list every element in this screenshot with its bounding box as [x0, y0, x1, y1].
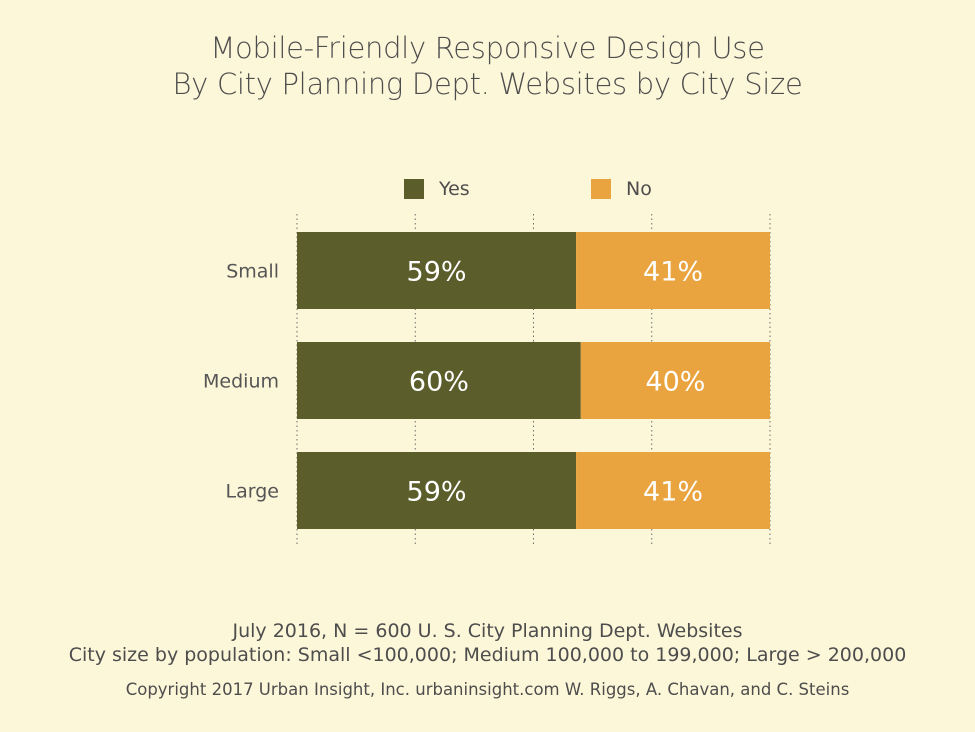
category-label-large: Large: [226, 481, 279, 503]
data-label-medium-no: 40%: [645, 367, 705, 398]
data-label-medium-yes: 60%: [409, 367, 469, 398]
footer-note-date: July 2016, N = 600 U. S. City Planning D…: [232, 620, 743, 642]
footer-copyright: Copyright 2017 Urban Insight, Inc. urban…: [125, 680, 850, 699]
data-label-small-no: 41%: [643, 257, 703, 288]
chart-title: Mobile-Friendly Responsive Design Use By…: [0, 30, 975, 102]
chart-title-line-2: By City Planning Dept. Websites by City …: [172, 67, 803, 101]
data-label-large-no: 41%: [643, 477, 703, 508]
chart-title-line-1: Mobile-Friendly Responsive Design Use: [210, 31, 765, 65]
footer-note-city-size: City size by population: Small <100,000;…: [68, 644, 907, 666]
bar-small-no: [576, 232, 770, 309]
data-label-large-yes: 59%: [407, 477, 467, 508]
data-label-small-yes: 59%: [407, 257, 467, 288]
bar-medium-no: [580, 342, 770, 419]
legend-label-no: No: [626, 178, 652, 200]
category-label-medium: Medium: [203, 371, 279, 393]
legend-label-yes: Yes: [438, 178, 470, 200]
bar-small-yes: [297, 232, 577, 309]
bar-medium-yes: [297, 342, 581, 419]
bar-large-yes: [297, 452, 577, 529]
bar-large-no: [576, 452, 770, 529]
legend-swatch-no: [591, 179, 611, 199]
category-label-small: Small: [226, 261, 279, 283]
legend-swatch-yes: [404, 179, 424, 199]
